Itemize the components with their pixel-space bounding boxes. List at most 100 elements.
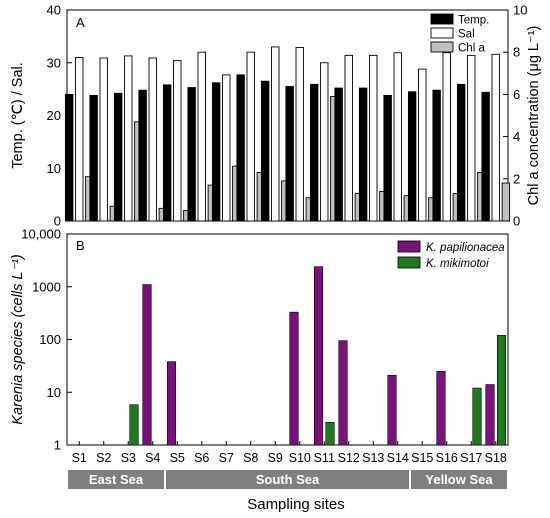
- y-tick-label-b: 10: [47, 385, 61, 400]
- bar-sal-s1: [75, 57, 84, 222]
- y2-tick-label-a: 4: [513, 129, 520, 144]
- legend-label-chla: Chl a: [458, 43, 485, 55]
- bar-kpapilionacea-s11: [313, 266, 324, 446]
- bar-sal-s11: [320, 62, 329, 222]
- bar-kpapilionacea-s14: [387, 374, 397, 446]
- bar-temp-s8: [236, 74, 245, 222]
- bar-sal-s16: [442, 52, 451, 222]
- x-tick-label-s15: S15: [411, 451, 433, 465]
- y2-tick-label-a: 10: [513, 3, 527, 18]
- x-tick-label-s11: S11: [314, 451, 335, 465]
- bar-kpapilionacea-s16: [436, 370, 446, 446]
- y-axis-label-b: Karenia species (cells L⁻¹): [10, 254, 26, 424]
- legend-swatch-kpapilionacea: [397, 240, 421, 253]
- bar-sal-s17: [467, 54, 476, 222]
- region-band-yellow-sea: [411, 470, 507, 489]
- bar-sal-s2: [99, 57, 108, 222]
- bar-kmikimotoi-s18: [496, 335, 507, 446]
- x-tick-label-s9: S9: [268, 451, 283, 465]
- bar-kpapilionacea-s4: [142, 284, 152, 446]
- bar-temp-s4: [138, 89, 147, 222]
- panel-a-temp-sal-chl: 0 10 20 30 40 0 2 4 6 8 10 A Temp. (℃) / Sal. Chl a c…: [10, 3, 542, 229]
- y-tick-label-a: 0: [54, 214, 61, 229]
- bar-temp-s1: [64, 93, 74, 222]
- region-label-south-sea: South Sea: [256, 472, 320, 487]
- bar-kpapilionacea-s12: [338, 340, 348, 446]
- bar-temp-s11: [309, 83, 319, 222]
- x-tick-label-s12: S12: [338, 451, 360, 465]
- panel-b-karenia-abundance: S1 S2 S3 S4 S5 S6 S7 S8 S9 S10 S11 S12 S13 S14 S15 S16 S…: [10, 227, 509, 465]
- y2-tick-label-a: 6: [513, 87, 520, 102]
- y-tick-label-a: 30: [47, 55, 61, 70]
- x-tick-label-s18: S18: [485, 451, 507, 465]
- bar-sal-s5: [173, 60, 182, 222]
- bar-temp-s2: [89, 95, 98, 222]
- bar-temp-s18: [481, 91, 490, 222]
- sea-region-bands: East Sea South Sea Yellow Sea: [68, 470, 507, 489]
- y2-axis-label-a: Chl a concentration (μg L⁻¹): [526, 26, 542, 206]
- x-tick-label-s8: S8: [243, 451, 258, 465]
- bar-temp-s13: [358, 87, 368, 222]
- bar-sal-s3: [124, 55, 133, 222]
- region-band-east-sea: [68, 470, 164, 489]
- bar-kmikimotoi-s17: [472, 387, 482, 446]
- x-tick-label-s1: S1: [72, 451, 87, 465]
- bar-sal-s18: [491, 53, 500, 222]
- bar-temp-s10: [285, 86, 294, 222]
- bar-sal-s7: [222, 74, 231, 222]
- bar-sal-s13: [369, 54, 378, 222]
- bar-temp-s15: [407, 91, 417, 222]
- x-tick-label-s2: S2: [96, 451, 111, 465]
- bar-temp-s14: [383, 95, 392, 222]
- x-tick-label-s4: S4: [145, 451, 160, 465]
- y-tick-label-b: 100: [39, 332, 61, 347]
- bar-sal-s4: [148, 57, 157, 222]
- bar-temp-s16: [432, 89, 441, 222]
- legend-label-kmikimotoi: K. mikimotoi: [426, 258, 489, 270]
- legend-swatch-chla: [430, 41, 454, 53]
- bar-temp-s12: [334, 87, 343, 222]
- region-label-east-sea: East Sea: [89, 472, 144, 487]
- bar-kmikimotoi-s3: [129, 404, 139, 446]
- bar-sal-s15: [418, 68, 427, 222]
- legend-label-temp: Temp.: [458, 15, 489, 27]
- bar-sal-s10: [295, 47, 304, 222]
- x-tick-label-s10: S10: [289, 451, 311, 465]
- bar-sal-s8: [246, 51, 255, 222]
- x-tick-label-s14: S14: [387, 451, 409, 465]
- x-tick-label-s6: S6: [194, 451, 209, 465]
- bar-kpapilionacea-s5: [166, 361, 177, 446]
- panel-label-b: B: [76, 238, 85, 253]
- bar-temp-s7: [211, 82, 221, 222]
- panel-label-a: A: [76, 15, 85, 30]
- region-band-south-sea: [166, 470, 409, 489]
- y2-tick-label-a: 2: [513, 171, 520, 186]
- bar-temp-s9: [260, 80, 270, 222]
- bar-kpapilionacea-s18: [485, 384, 495, 446]
- legend-swatch-sal: [430, 27, 454, 39]
- x-tick-label-s17: S17: [460, 451, 482, 465]
- x-axis-label: Sampling sites: [247, 496, 345, 513]
- y-axis-label-a: Temp. (℃) / Sal.: [10, 62, 26, 169]
- bar-sal-s12: [344, 54, 353, 222]
- x-tick-label-s3: S3: [121, 451, 136, 465]
- x-tick-label-s13: S13: [362, 451, 384, 465]
- bar-sal-s14: [393, 52, 402, 222]
- y-tick-label-a: 10: [47, 161, 61, 176]
- y-tick-label-a: 40: [47, 3, 61, 18]
- y-tick-label-b: 1: [54, 438, 61, 453]
- legend-swatch-temp: [430, 13, 454, 25]
- bar-sal-s6: [197, 51, 206, 222]
- region-label-yellow-sea: Yellow Sea: [425, 472, 493, 487]
- y-tick-label-a: 20: [47, 108, 61, 123]
- x-tick-label-s7: S7: [219, 451, 234, 465]
- bar-temp-s6: [187, 87, 196, 222]
- bar-temp-s17: [456, 83, 466, 222]
- legend-swatch-kmikimotoi: [397, 256, 421, 269]
- y-tick-label-b: 1000: [32, 279, 61, 294]
- x-tick-label-s5: S5: [170, 451, 185, 465]
- y2-tick-label-a: 8: [513, 45, 520, 60]
- bar-temp-s5: [162, 84, 172, 222]
- bar-temp-s3: [113, 92, 123, 222]
